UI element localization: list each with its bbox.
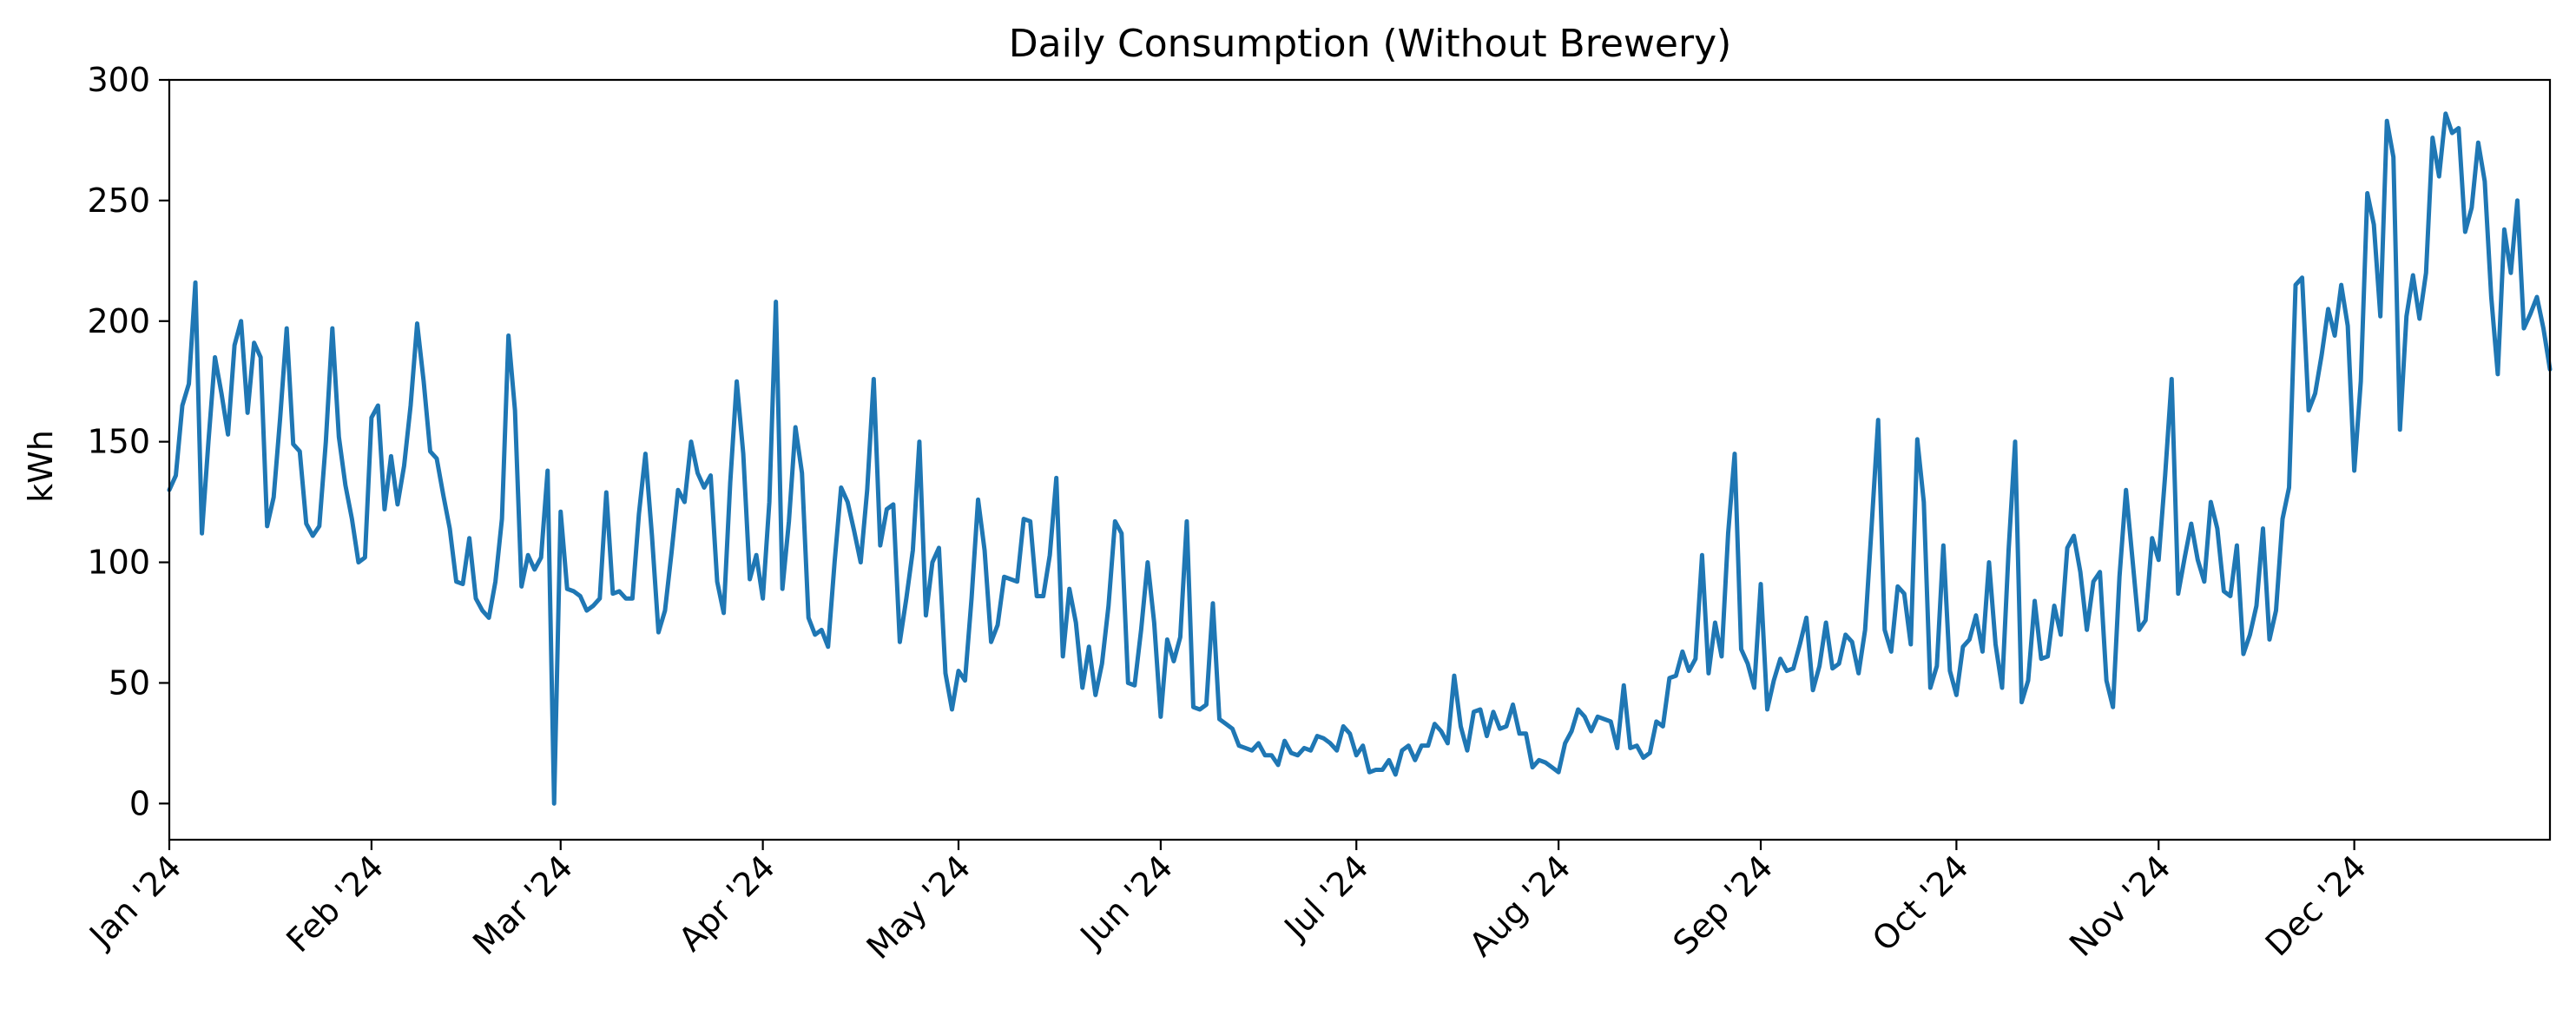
series-group [167,111,2553,806]
y-tick-label: 150 [87,423,150,461]
y-tick-label: 250 [87,181,150,220]
series-line [167,111,2553,806]
y-tick-label: 0 [129,784,150,822]
y-tick-label: 100 [87,544,150,582]
plot-area-frame [168,78,2552,841]
y-tick-label: 200 [87,302,150,340]
y-tick-label: 300 [87,61,150,99]
y-axis: 0 50 100 150 200 250 300 [87,61,169,822]
chart-title: Daily Consumption (Without Brewery) [1009,22,1732,66]
y-tick-label: 50 [109,663,150,702]
y-axis-label: kWh [22,430,60,503]
